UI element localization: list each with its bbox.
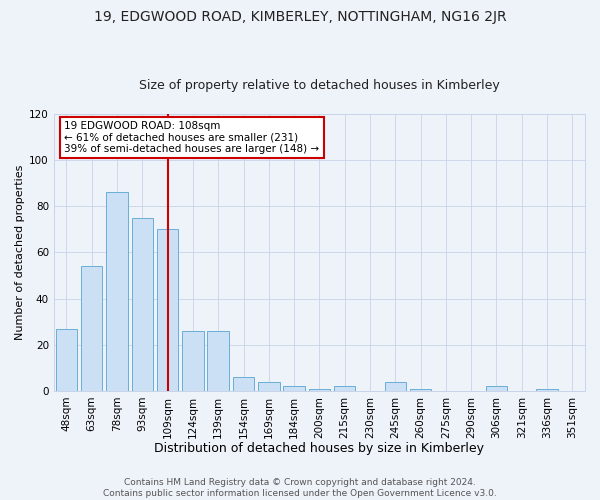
Bar <box>81 266 103 391</box>
Bar <box>283 386 305 391</box>
Text: 19 EDGWOOD ROAD: 108sqm
← 61% of detached houses are smaller (231)
39% of semi-d: 19 EDGWOOD ROAD: 108sqm ← 61% of detache… <box>64 121 320 154</box>
Bar <box>258 382 280 391</box>
Bar <box>182 331 203 391</box>
Bar <box>56 328 77 391</box>
Text: Contains HM Land Registry data © Crown copyright and database right 2024.
Contai: Contains HM Land Registry data © Crown c… <box>103 478 497 498</box>
Bar <box>536 388 558 391</box>
X-axis label: Distribution of detached houses by size in Kimberley: Distribution of detached houses by size … <box>154 442 484 455</box>
Text: 19, EDGWOOD ROAD, KIMBERLEY, NOTTINGHAM, NG16 2JR: 19, EDGWOOD ROAD, KIMBERLEY, NOTTINGHAM,… <box>94 10 506 24</box>
Bar <box>157 230 178 391</box>
Bar <box>106 192 128 391</box>
Bar <box>334 386 355 391</box>
Bar <box>131 218 153 391</box>
Bar <box>486 386 507 391</box>
Bar <box>385 382 406 391</box>
Bar <box>410 388 431 391</box>
Y-axis label: Number of detached properties: Number of detached properties <box>15 164 25 340</box>
Bar <box>233 377 254 391</box>
Title: Size of property relative to detached houses in Kimberley: Size of property relative to detached ho… <box>139 79 500 92</box>
Bar <box>208 331 229 391</box>
Bar <box>308 388 330 391</box>
